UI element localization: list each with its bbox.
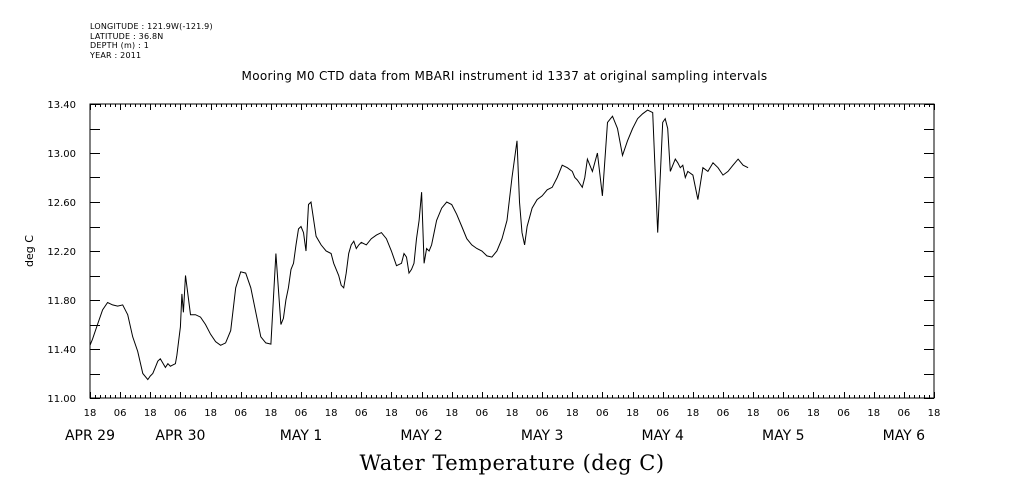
y-tick-label: 12.20 [47, 247, 76, 258]
x-hour-label: 18 [325, 408, 338, 419]
y-tick-label: 13.00 [47, 149, 76, 160]
x-hour-label: 06 [777, 408, 790, 419]
x-hour-label: 06 [897, 408, 910, 419]
x-tick-labels: 18 06 18 06 18 06 18 06 18 06 18 06 18 06 18 06 18 06 18 06… [84, 408, 941, 419]
y-axis-label: deg C [23, 235, 36, 267]
x-hour-label: 18 [928, 408, 941, 419]
x-day-label: MAY 1 [280, 428, 322, 444]
day-labels: APR 29 APR 30 MAY 1 MAY 2 MAY 3 MAY 4 MAY 5 MAY… [65, 428, 925, 444]
y-tick-labels: 11.00 11.40 11.80 12.20 12.60 13.00 13.40 [47, 100, 76, 405]
x-day-label: MAY 6 [883, 428, 926, 444]
x-hour-label: 18 [566, 408, 579, 419]
plot-frame [89, 103, 935, 399]
series-line [89, 109, 749, 381]
x-hour-label: 18 [204, 408, 217, 419]
y-tick-label: 11.80 [47, 296, 76, 307]
x-hour-label: 06 [234, 408, 247, 419]
x-hour-label: 18 [264, 408, 277, 419]
longitude-text: LONGITUDE : 121.9W(-121.9) [90, 22, 213, 31]
x-hour-label: 06 [114, 408, 127, 419]
chart-title: Mooring M0 CTD data from MBARI instrumen… [241, 69, 768, 83]
latitude-text: LATITUDE : 36.8N [90, 31, 164, 41]
x-hour-label: 18 [144, 408, 157, 419]
x-day-label: MAY 3 [521, 428, 563, 444]
x-hour-label: 18 [385, 408, 398, 419]
y-tick-label: 12.60 [47, 198, 76, 209]
metadata-block: LONGITUDE : 121.9W(-121.9) LATITUDE : 36… [90, 22, 213, 60]
x-hour-label: 18 [686, 408, 699, 419]
x-hour-label: 06 [596, 408, 609, 419]
x-day-label: APR 30 [155, 428, 205, 444]
x-hour-label: 18 [867, 408, 880, 419]
x-hour-label: 18 [807, 408, 820, 419]
axis-ticks [90, 104, 935, 399]
x-day-label: MAY 5 [762, 428, 804, 444]
y-tick-label: 11.00 [47, 394, 76, 405]
x-hour-label: 06 [656, 408, 669, 419]
x-hour-label: 18 [84, 408, 97, 419]
x-hour-label: 18 [626, 408, 639, 419]
x-hour-label: 06 [837, 408, 850, 419]
x-hour-label: 18 [506, 408, 519, 419]
x-axis-title: Water Temperature (deg C) [359, 451, 665, 475]
x-hour-label: 06 [475, 408, 488, 419]
x-hour-label: 06 [536, 408, 549, 419]
x-hour-label: 06 [295, 408, 308, 419]
x-hour-label: 18 [445, 408, 458, 419]
y-tick-label: 13.40 [47, 100, 76, 111]
x-hour-label: 06 [174, 408, 187, 419]
year-text: YEAR : 2011 [90, 50, 142, 60]
x-hour-label: 06 [355, 408, 368, 419]
x-day-label: APR 29 [65, 428, 115, 444]
x-hour-label: 18 [747, 408, 760, 419]
x-day-label: MAY 2 [400, 428, 442, 444]
x-hour-label: 06 [415, 408, 428, 419]
x-hour-label: 06 [717, 408, 730, 419]
depth-text: DEPTH (m) : 1 [90, 41, 149, 50]
x-day-label: MAY 4 [641, 428, 684, 444]
y-tick-label: 11.40 [47, 345, 76, 356]
